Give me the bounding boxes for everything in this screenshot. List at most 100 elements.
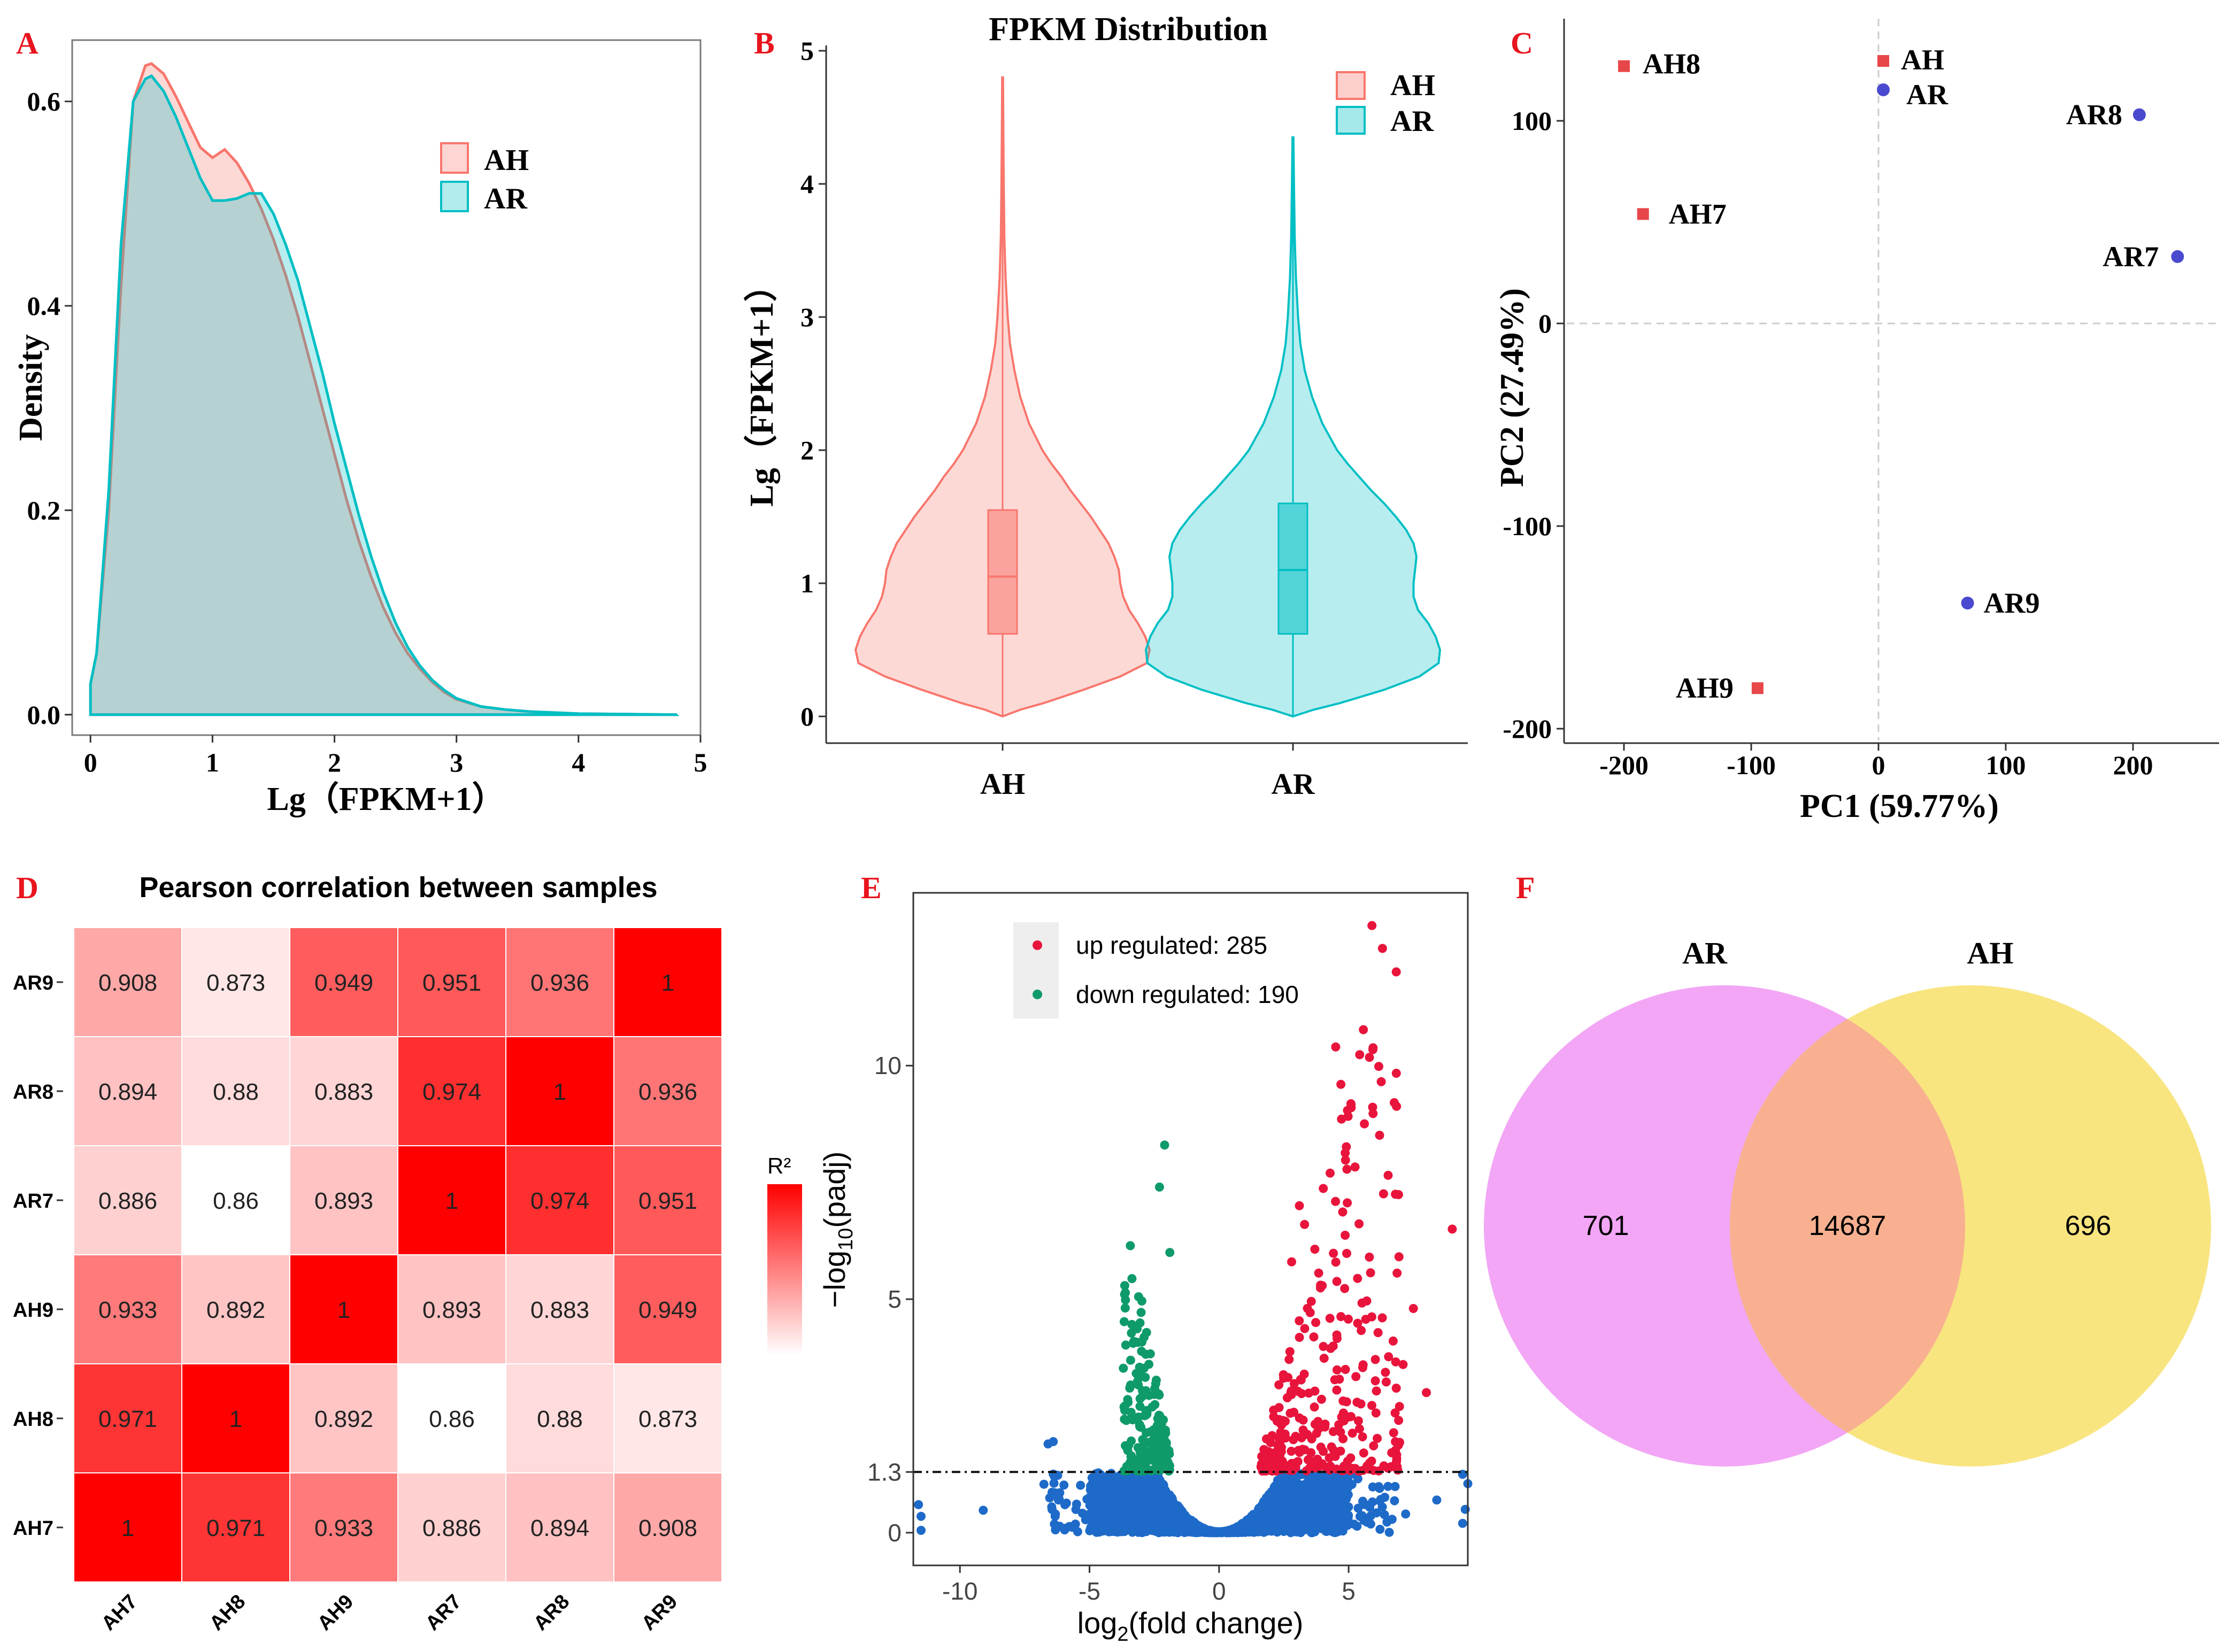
volcano-point-ns: [1311, 1514, 1321, 1524]
volcano-point-down: [1135, 1421, 1144, 1430]
venn-count-ah-only: 696: [2065, 1210, 2112, 1241]
heatmap-cell-value: 0.892: [314, 1406, 373, 1432]
volcano-point-up: [1284, 1355, 1294, 1364]
pca-point-ah8: [1618, 60, 1630, 72]
volcano-point-up: [1295, 1201, 1304, 1210]
heatmap-cell-value: 0.883: [314, 1079, 373, 1105]
volcano-point-up: [1376, 1077, 1386, 1086]
volcano-point-ns: [1343, 1514, 1353, 1523]
volcano-point-ns: [1060, 1500, 1069, 1509]
volcano-point-ns: [979, 1506, 988, 1515]
panel-b-legend: AH AR: [1336, 69, 1435, 138]
volcano-point-ns: [1048, 1487, 1057, 1497]
volcano-point-ns: [1375, 1484, 1384, 1493]
volcano-point-ns: [1087, 1511, 1096, 1520]
heatmap-row-label: AH9: [13, 1299, 53, 1322]
volcano-point-ns: [1283, 1506, 1292, 1515]
volcano-point-down: [1150, 1400, 1160, 1409]
volcano-point-up: [1337, 1412, 1346, 1422]
volcano-point-ns: [1152, 1485, 1161, 1494]
volcano-point-ns: [1113, 1477, 1123, 1487]
heatmap-cell: [73, 1254, 182, 1364]
heatmap-cell-value: 0.974: [530, 1188, 589, 1214]
y-tick-label: 0: [888, 1519, 902, 1547]
volcano-point-down: [1136, 1308, 1146, 1317]
y-tick-label: 0.2: [27, 495, 61, 525]
heatmap-cell-value: 0.893: [314, 1188, 373, 1214]
volcano-point-down: [1137, 1443, 1146, 1452]
volcano-point-ns: [1298, 1505, 1308, 1515]
x-tick-label: 4: [572, 747, 585, 777]
volcano-point-down: [1150, 1389, 1159, 1399]
panel-letter-c: C: [1511, 26, 1533, 60]
y-tick-label: 1: [800, 568, 814, 598]
volcano-point-ns: [1051, 1525, 1060, 1534]
heatmap-cell-value: 0.951: [638, 1188, 697, 1214]
y-tick-label: 0: [1538, 308, 1552, 338]
box-ah: [987, 509, 1018, 635]
legend-label-ah: AH: [1901, 44, 1944, 76]
colorbar-label: R²: [767, 1153, 791, 1178]
volcano-point-down: [1142, 1428, 1151, 1438]
volcano-point-ns: [1092, 1478, 1102, 1487]
volcano-point-ns: [1262, 1499, 1272, 1508]
volcano-point-ns: [1349, 1519, 1359, 1529]
heatmap-row-label: AR7: [13, 1190, 53, 1213]
volcano-point-ns: [1353, 1474, 1362, 1484]
volcano-point-down: [1126, 1355, 1135, 1365]
panel-d-heatmap: D Pearson correlation between samples 0.…: [13, 870, 802, 1635]
volcano-point-ns: [917, 1511, 926, 1521]
volcano-point-ns: [1233, 1522, 1242, 1532]
x-tick-label: 0: [1872, 750, 1885, 780]
volcano-point-up: [1395, 1402, 1404, 1411]
volcano-point-up: [1332, 1365, 1342, 1375]
volcano-point-up: [1343, 1456, 1352, 1466]
heatmap-cell-value: 0.892: [206, 1297, 265, 1323]
volcano-point-up: [1348, 1464, 1357, 1473]
volcano-point-ns: [1353, 1503, 1363, 1513]
heatmap-cell-value: 0.894: [98, 1079, 157, 1105]
volcano-point-ns: [1340, 1501, 1350, 1510]
x-tick-label: 3: [450, 747, 463, 777]
volcano-point-up: [1353, 1318, 1362, 1328]
volcano-point-ns: [1076, 1480, 1085, 1490]
volcano-point-up: [1390, 1408, 1400, 1418]
volcano-point-ns: [1248, 1516, 1258, 1526]
volcano-point-up: [1374, 1062, 1383, 1071]
volcano-point-up: [1368, 1102, 1377, 1112]
volcano-point-ns: [1095, 1527, 1104, 1537]
volcano-point-ns: [1122, 1525, 1131, 1534]
volcano-point-ns: [1267, 1504, 1276, 1514]
volcano-point-up: [1319, 1342, 1328, 1351]
volcano-point-up: [1325, 1465, 1335, 1475]
heatmap-cell: [505, 1254, 614, 1364]
volcano-point-ns: [1319, 1477, 1328, 1487]
heatmap-cell: [289, 1145, 398, 1255]
volcano-point-ns: [1134, 1527, 1143, 1537]
volcano-point-up: [1344, 1314, 1353, 1324]
volcano-point-down: [1137, 1296, 1146, 1306]
volcano-point-up: [1359, 1448, 1368, 1458]
pca-point-ar9: [1961, 597, 1974, 610]
density-area-ar: [89, 74, 679, 716]
volcano-point-up: [1351, 1372, 1361, 1381]
volcano-point-up: [1277, 1456, 1287, 1466]
heatmap-cell: [289, 1472, 398, 1582]
y-tick-label: 0.6: [27, 87, 61, 117]
volcano-point-ns: [1154, 1528, 1164, 1538]
heatmap-cell-value: 1: [229, 1406, 242, 1432]
volcano-point-ns: [1291, 1514, 1301, 1523]
heatmap-cell: [73, 1036, 182, 1146]
volcano-point-ns: [1099, 1509, 1108, 1518]
volcano-point-down: [1165, 1248, 1175, 1257]
volcano-point-up: [1316, 1394, 1326, 1404]
volcano-point-ns: [1320, 1490, 1329, 1500]
legend-swatch-ah: [440, 142, 469, 174]
volcano-point-up: [1369, 1441, 1379, 1450]
x-tick-label: -5: [1079, 1577, 1100, 1605]
volcano-point-up: [1338, 1207, 1348, 1217]
volcano-point-up: [1355, 1050, 1365, 1060]
pca-point-label: AR9: [1984, 587, 2040, 619]
panel-c-legend: AH AR: [1877, 44, 1949, 111]
volcano-point-ns: [1106, 1475, 1116, 1485]
